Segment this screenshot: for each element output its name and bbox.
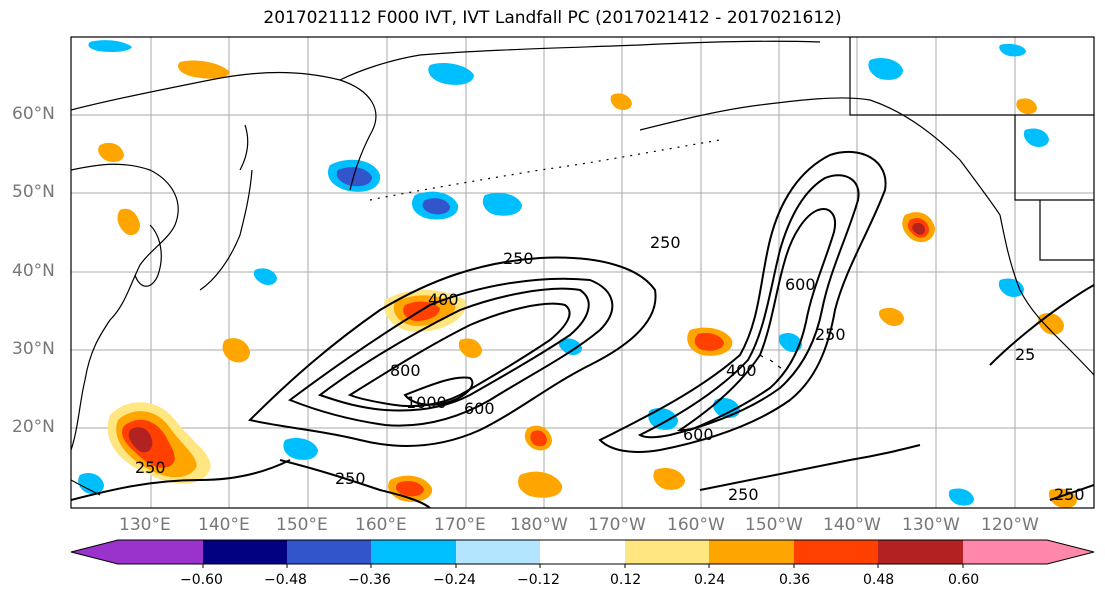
colorbar-tick-label: 0.60 [948,572,980,588]
lon-label: 130°W [902,515,960,535]
contour-label: 250 [728,485,759,504]
colorbar-tick-label: 0.48 [863,572,895,588]
lon-label: 160°W [667,515,725,535]
colorbar-tick-label: −0.12 [517,572,560,588]
colorbar-extend-low [71,540,118,564]
colorbar-tick-label: −0.60 [180,572,223,588]
lon-label: 170°E [434,515,486,535]
colorbar-extend-high [1047,540,1094,564]
contour-label: 250 [1054,485,1085,504]
lon-label: 150°W [745,515,803,535]
lon-label: 170°W [588,515,646,535]
contour-label: 600 [464,399,495,418]
contour-label: 25 [1015,345,1035,364]
contour-label: 600 [785,275,816,294]
colorbar [70,539,1095,568]
negative-anomaly-shading [78,40,1049,506]
lon-label: 140°W [823,515,881,535]
lat-label-60n: 60°N [12,104,55,124]
contour-label: 250 [650,233,681,252]
colorbar-tick-label: −0.48 [264,572,307,588]
contour-label: 250 [815,325,846,344]
lon-label: 120°W [981,515,1039,535]
contour-label: 250 [135,458,166,477]
ivt-contours [71,150,1094,508]
colorbar-tick-label: 0.24 [694,572,726,588]
lat-label-50n: 50°N [12,182,55,202]
lon-label: 160°E [355,515,407,535]
contour-label: 1000 [406,393,447,412]
lon-label: 140°E [198,515,250,535]
contour-label: 800 [390,361,421,380]
colorbar-tick-label: −0.36 [348,572,391,588]
contour-label: 250 [503,249,534,268]
lon-label: 180°W [510,515,568,535]
map-frame [70,36,1095,509]
colorbar-tick-label: 0.12 [610,572,642,588]
contour-label: 400 [726,361,757,380]
lat-label-30n: 30°N [12,339,55,359]
positive-anomaly-shading [98,60,1077,508]
lon-label: 130°E [119,515,171,535]
contour-label: 400 [428,290,459,309]
colorbar-tick-label: 0.36 [779,572,811,588]
contour-label: 250 [335,469,366,488]
colorbar-tick-label: −0.24 [433,572,476,588]
lat-label-20n: 20°N [12,417,55,437]
coastlines [71,37,1094,496]
lon-label: 150°E [276,515,328,535]
contour-label: 600 [683,425,714,444]
contour-labels: 250 400 600 800 1000 250 250 400 600 600… [135,233,1085,504]
lat-label-40n: 40°N [12,261,55,281]
map-title: 2017021112 F000 IVT, IVT Landfall PC (20… [263,8,842,28]
